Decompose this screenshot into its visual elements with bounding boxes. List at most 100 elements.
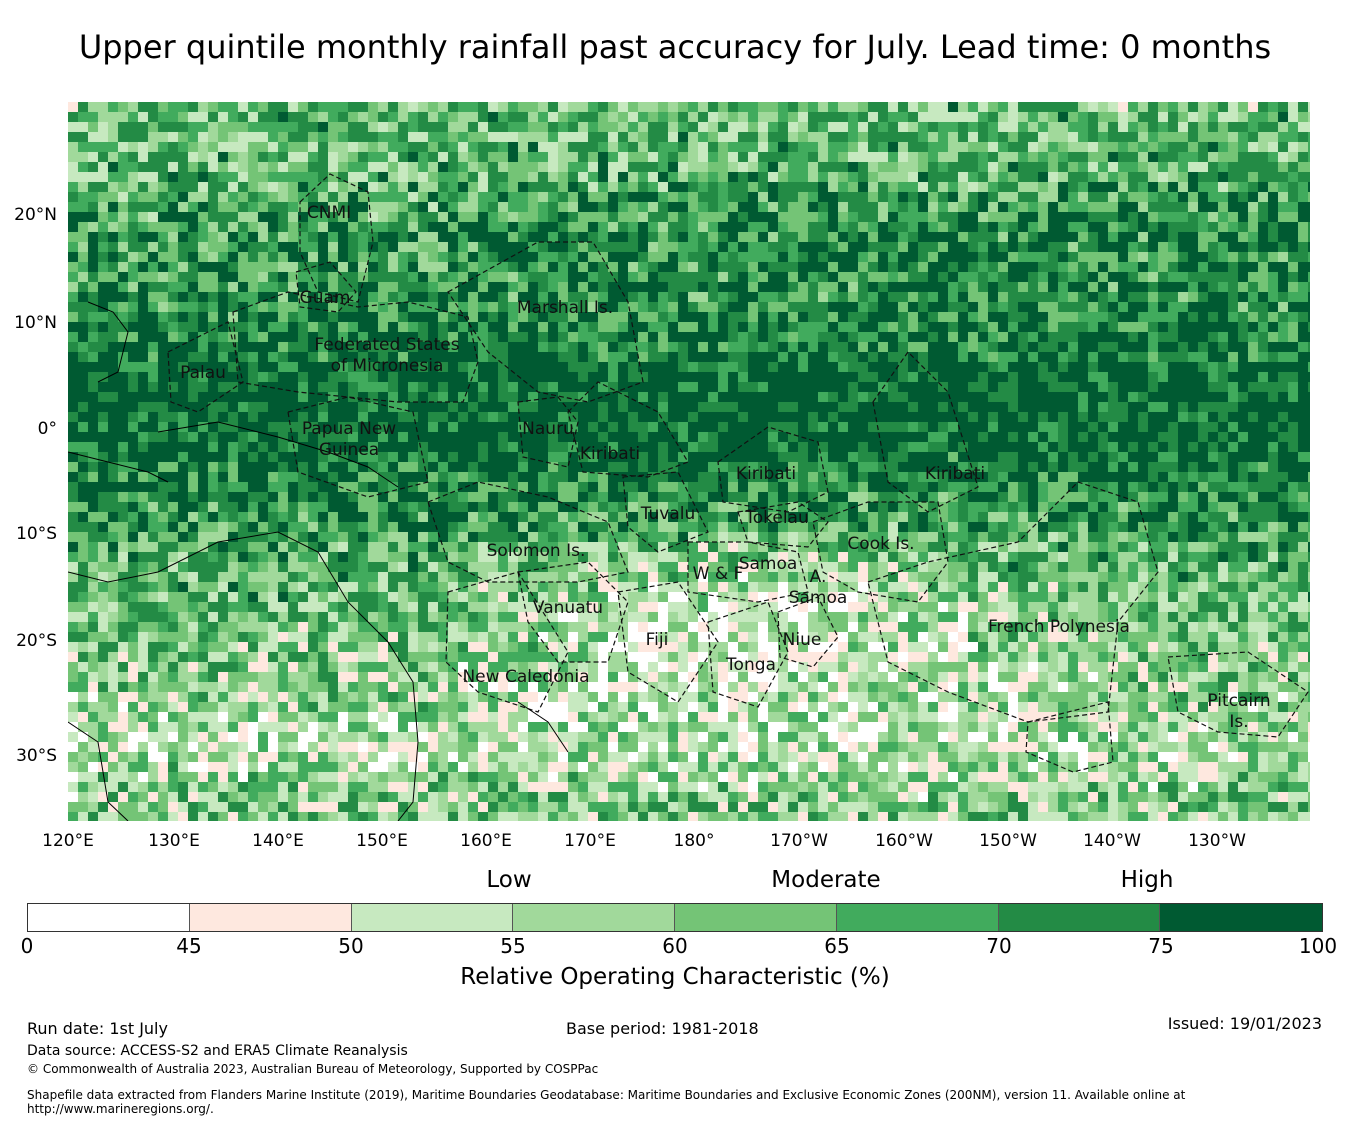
eez-outer-fp	[1025, 701, 1114, 773]
lat-label-30s: 30°S	[16, 746, 57, 766]
region-label-tonga: Tonga	[725, 655, 776, 675]
coast-new-guinea	[157, 421, 399, 488]
region-label-kiribati-phoenix: Kiribati	[736, 464, 796, 484]
region-label-solomon: Solomon Is.	[487, 541, 586, 561]
colorbar-segment	[675, 904, 837, 931]
region-label-cnmi: CNMI	[307, 203, 351, 223]
lat-label-0: 0°	[37, 419, 57, 439]
map-canvas: CNMI Guam Marshall Is. Federated States …	[68, 102, 1310, 821]
eez-kiribati-line	[872, 351, 979, 513]
colorbar-tick-65: 65	[824, 934, 850, 958]
region-label-fiji: Fiji	[646, 630, 669, 650]
region-label-pitcairn-line1: Pitcairn	[1207, 691, 1270, 711]
region-label-fsm-line1: Federated States	[314, 335, 459, 355]
lon-label-180: 180°	[673, 831, 715, 851]
eez-palau	[167, 321, 244, 413]
base-period: Base period: 1981-2018	[566, 1019, 759, 1038]
region-label-png-line2: Guinea	[319, 440, 379, 460]
region-label-american-samoa-line1: A.	[810, 567, 827, 587]
eez-pitcairn	[1167, 651, 1309, 738]
colorbar-tick-100: 100	[1298, 934, 1338, 958]
eez-fiji	[617, 581, 719, 703]
colorbar-tick-60: 60	[662, 934, 688, 958]
eez-tokelau	[737, 501, 829, 548]
eez-niue	[777, 596, 839, 668]
region-label-cook: Cook Is.	[847, 534, 914, 554]
run-date: Run date: 1st July	[27, 1019, 168, 1038]
region-label-fsm-line2: of Micronesia	[331, 356, 444, 376]
lon-label-170w: 170°W	[770, 831, 828, 851]
region-label-kiribati-gilbert: Kiribati	[580, 444, 640, 464]
region-label-palau: Palau	[180, 363, 226, 383]
region-label-wallis-futuna: W & F	[693, 564, 744, 584]
issued-date: Issued: 19/01/2023	[1167, 1014, 1322, 1033]
lat-label-20n: 20°N	[14, 205, 57, 225]
shapefile-credit-line2: http://www.marineregions.org/.	[27, 1102, 214, 1116]
eez-fsm	[232, 291, 479, 403]
eez-guam	[295, 261, 357, 313]
region-label-guam: Guam	[300, 288, 351, 308]
region-label-png-line1: Papua New	[302, 419, 396, 439]
eez-tonga	[707, 601, 789, 708]
region-label-marshall: Marshall Is.	[517, 298, 613, 318]
region-label-tokelau: Tokelau	[744, 508, 809, 528]
eez-new-caledonia	[445, 571, 569, 713]
colorbar-tick-45: 45	[176, 934, 202, 958]
colorbar-segment	[513, 904, 675, 931]
region-label-kiribati-line: Kiribati	[925, 464, 985, 484]
eez-nauru	[517, 396, 579, 468]
region-label-american-samoa-line2: Samoa	[789, 588, 848, 608]
colorbar-segment	[836, 904, 999, 931]
eez-marshall	[447, 241, 644, 403]
coast-australia-west	[68, 721, 129, 821]
lon-label-160e: 160°E	[460, 831, 512, 851]
coast-new-zealand	[517, 701, 569, 753]
eez-vanuatu	[517, 561, 629, 663]
colorbar-tick-0: 0	[20, 934, 34, 958]
colorbar-tick-55: 55	[500, 934, 526, 958]
eez-french-polynesia	[867, 481, 1159, 723]
colorbar-segment	[998, 904, 1161, 931]
coast-philippines	[87, 301, 129, 383]
region-label-pitcairn-line2: Is.	[1229, 712, 1248, 732]
colorbar	[27, 903, 1323, 932]
category-moderate: Moderate	[771, 867, 881, 893]
category-high: High	[1120, 867, 1174, 893]
lon-label-170e: 170°E	[564, 831, 616, 851]
coastlines	[68, 301, 569, 821]
copyright: © Commonwealth of Australia 2023, Austra…	[27, 1062, 599, 1076]
lat-label-10s: 10°S	[16, 524, 57, 544]
region-label-tuvalu: Tuvalu	[640, 504, 696, 524]
chart-title: Upper quintile monthly rainfall past acc…	[78, 28, 1272, 66]
roc-grid-cells	[68, 102, 1310, 821]
colorbar-segment	[189, 904, 352, 931]
lat-label-20s: 20°S	[16, 631, 57, 651]
coast-indonesia	[68, 451, 169, 483]
category-low: Low	[486, 867, 532, 893]
eez-wallis-samoa	[687, 541, 809, 603]
lon-label-140e: 140°E	[252, 831, 304, 851]
lon-label-150w: 150°W	[979, 831, 1037, 851]
colorbar-tick-70: 70	[986, 934, 1012, 958]
lon-label-160w: 160°W	[875, 831, 933, 851]
lat-label-10n: 10°N	[14, 313, 57, 333]
colorbar-segment	[1160, 904, 1322, 931]
colorbar-label: Relative Operating Characteristic (%)	[460, 964, 890, 990]
lon-label-140w: 140°W	[1083, 831, 1141, 851]
colorbar-segment	[351, 904, 514, 931]
lon-label-150e: 150°E	[356, 831, 408, 851]
colorbar-tick-50: 50	[338, 934, 364, 958]
eez-boundaries	[167, 173, 1309, 773]
eez-kiribati-gilbert	[567, 381, 689, 478]
coast-australia	[68, 531, 419, 821]
region-label-vanuatu: Vanuatu	[533, 598, 603, 618]
colorbar-tick-75: 75	[1148, 934, 1174, 958]
lon-label-130e: 130°E	[148, 831, 200, 851]
region-label-nauru: Nauru	[522, 419, 574, 439]
region-label-samoa: Samoa	[739, 554, 798, 574]
eez-solomon	[427, 481, 629, 583]
eez-kiribati-phoenix	[717, 426, 829, 513]
lon-label-120e: 120°E	[42, 831, 94, 851]
data-source: Data source: ACCESS-S2 and ERA5 Climate …	[27, 1043, 408, 1059]
eez-cnmi	[299, 173, 374, 303]
